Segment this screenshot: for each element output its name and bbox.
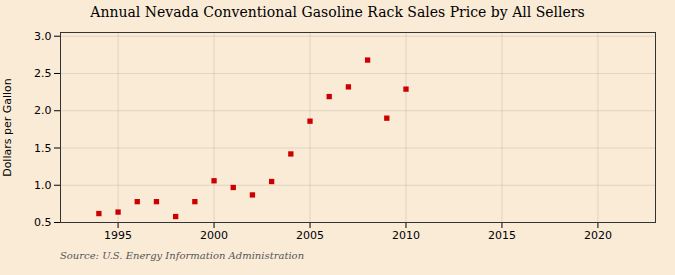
- svg-text:1.5: 1.5: [34, 142, 52, 155]
- svg-text:2010: 2010: [392, 229, 420, 242]
- svg-text:1995: 1995: [104, 229, 132, 242]
- svg-text:2005: 2005: [296, 229, 324, 242]
- svg-text:Dollars per Gallon: Dollars per Gallon: [1, 78, 14, 177]
- svg-text:2020: 2020: [584, 229, 612, 242]
- svg-text:3.0: 3.0: [34, 30, 52, 43]
- svg-text:1.0: 1.0: [34, 179, 52, 192]
- svg-text:2000: 2000: [200, 229, 228, 242]
- svg-text:2.0: 2.0: [34, 104, 52, 117]
- html-text:Annual Nevada Conventional Gas: Annual Nevada Conventional Gasoline Rack…: [90, 4, 585, 20]
- svg-text:2015: 2015: [488, 229, 516, 242]
- svg-text:0.5: 0.5: [34, 216, 52, 229]
- html-text:Source: U.S. Energy Informatio: Source: U.S. Energy Information Administ…: [60, 250, 305, 261]
- svg-text:2.5: 2.5: [34, 67, 52, 80]
